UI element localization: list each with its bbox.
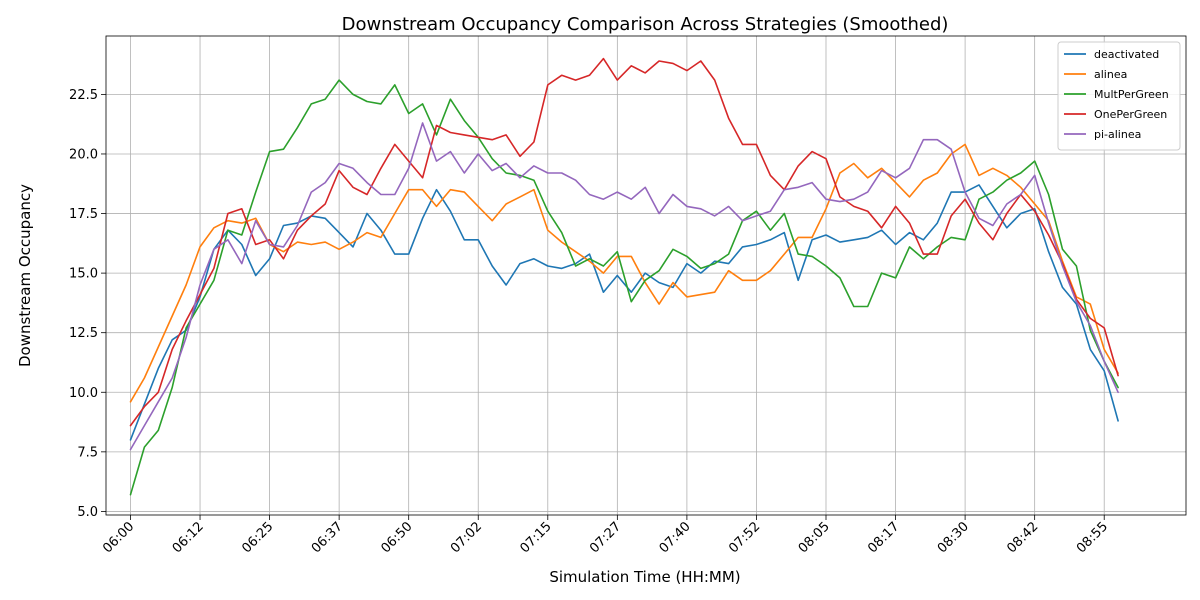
x-tick-label: 06:12 xyxy=(170,519,207,556)
legend-box xyxy=(1057,41,1181,151)
y-tick-label: 22.5 xyxy=(69,88,98,103)
x-tick-label: 07:15 xyxy=(518,519,555,556)
legend-label: MultPerGreen xyxy=(1094,88,1169,101)
series-lines xyxy=(129,57,1119,496)
legend: deactivated alinea MultPerGreen OnePerGreen… xyxy=(1057,41,1181,151)
x-axis: 06:00 06:12 06:25 06:37 06:50 07:02 07:15 07:27… xyxy=(100,515,1111,556)
series-line-multpergreen xyxy=(129,79,1119,496)
series-line-alinea xyxy=(129,143,1119,403)
x-tick-label: 06:00 xyxy=(100,519,137,556)
x-tick-label: 08:30 xyxy=(935,519,972,556)
y-tick-label: 20.0 xyxy=(69,147,98,162)
x-tick-label: 08:17 xyxy=(865,519,902,556)
y-tick-label: 12.5 xyxy=(69,326,98,341)
x-tick-label: 07:02 xyxy=(448,519,485,556)
x-axis-label: Simulation Time (HH:MM) xyxy=(549,568,740,586)
plot-frame xyxy=(105,35,1187,516)
x-tick-label: 06:25 xyxy=(239,519,276,556)
x-tick-label: 07:40 xyxy=(657,519,694,556)
x-tick-label: 06:50 xyxy=(378,519,415,556)
x-tick-label: 07:27 xyxy=(587,519,624,556)
legend-label: deactivated xyxy=(1094,48,1159,61)
chart-title: Downstream Occupancy Comparison Across S… xyxy=(342,14,949,35)
legend-label: OnePerGreen xyxy=(1094,108,1167,121)
y-tick-label: 15.0 xyxy=(69,267,98,282)
legend-label: pi-alinea xyxy=(1094,128,1141,141)
x-tick-label: 06:37 xyxy=(309,519,346,556)
x-tick-label: 08:05 xyxy=(796,519,833,556)
x-tick-label: 08:42 xyxy=(1004,519,1041,556)
y-axis-label: Downstream Occupancy xyxy=(16,184,34,367)
y-tick-label: 17.5 xyxy=(69,207,98,222)
series-line-deactivated xyxy=(129,184,1119,441)
legend-label: alinea xyxy=(1094,68,1127,81)
y-tick-label: 10.0 xyxy=(69,386,98,401)
y-axis: 5.0 7.5 10.0 12.5 15.0 17.5 20.0 22.5 xyxy=(69,88,106,520)
y-tick-label: 7.5 xyxy=(77,445,98,460)
y-tick-label: 5.0 xyxy=(77,505,98,520)
series-line-pi-alinea xyxy=(129,122,1119,451)
x-tick-label: 07:52 xyxy=(726,519,763,556)
series-line-onepergreen xyxy=(129,57,1119,427)
x-tick-label: 08:55 xyxy=(1074,519,1111,556)
grid-lines xyxy=(106,36,1186,515)
